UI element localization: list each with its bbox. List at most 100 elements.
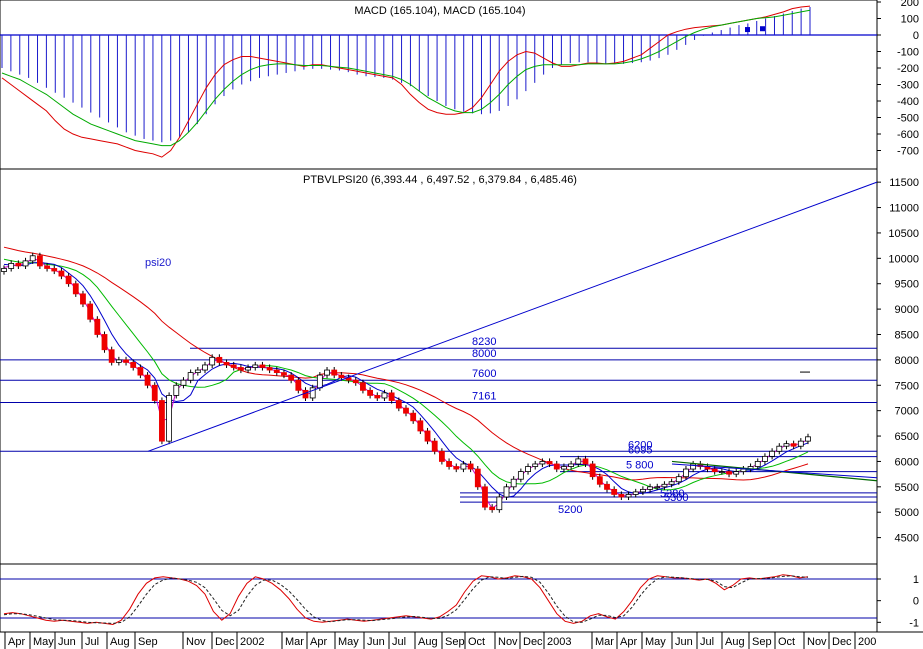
- macd-y-tick-label: -600: [897, 129, 919, 141]
- candle-body: [539, 461, 546, 465]
- x-tick-label: 2002: [240, 636, 264, 648]
- candle-body: [266, 367, 273, 371]
- candle-body: [604, 483, 610, 490]
- price-y-tick-label: 11500: [889, 177, 919, 189]
- level-label-5300: 5300: [664, 492, 688, 504]
- candle-body: [360, 382, 366, 391]
- price-y-tick-label: 9500: [895, 279, 919, 291]
- macd-y-tick-label: 200: [901, 0, 919, 9]
- x-tick-label: Dec: [523, 636, 543, 648]
- macd-layer: [0, 5, 877, 158]
- candle-body: [395, 400, 402, 409]
- x-tick-label: Jul: [392, 636, 406, 648]
- candle-body: [151, 384, 158, 401]
- candle-body: [352, 379, 359, 384]
- level-label-5200: 5200: [558, 504, 582, 516]
- oscillator-layer: [0, 574, 877, 626]
- candle-body: [273, 369, 280, 373]
- candle-body: [683, 468, 689, 478]
- candle-body: [223, 362, 230, 366]
- candle-body: [44, 265, 50, 269]
- candle-body: [331, 369, 338, 376]
- candle-body: [22, 260, 29, 267]
- x-tick-label: Nov: [498, 636, 518, 648]
- x-tick-label: Sep: [138, 636, 158, 648]
- macd-title: MACD (165.104), MACD (165.104): [354, 5, 525, 17]
- candle-body: [661, 483, 668, 488]
- candle-body: [474, 468, 481, 488]
- candle-body: [647, 486, 653, 490]
- candle-body: [561, 466, 567, 470]
- x-tick-label: Sep: [445, 636, 465, 648]
- x-tick-label: Dec: [215, 636, 235, 648]
- candle-body: [324, 369, 330, 376]
- macd-series-line-2: [1, 9, 811, 147]
- x-tick-label: Nov: [807, 636, 827, 648]
- candle-body: [338, 374, 345, 379]
- candle-body: [568, 463, 575, 467]
- macd-signal-marker: [745, 27, 750, 33]
- candle-body: [245, 367, 251, 371]
- candle-body: [187, 372, 194, 381]
- macd-y-tick-label: -100: [897, 47, 919, 59]
- candle-body: [230, 364, 237, 368]
- macd-y-tick-label: -400: [897, 96, 919, 108]
- candle-body: [790, 443, 797, 447]
- price-y-tick-label: 11000: [889, 203, 919, 215]
- price-panel-frame: [0, 168, 878, 565]
- x-tick-label: May: [338, 636, 359, 648]
- candle-body: [489, 506, 496, 511]
- candle-body: [718, 471, 725, 473]
- candle-body: [589, 463, 596, 478]
- axis-layer: 200 100 0 -100 -200 -300 -400 -500 -600 -700 11500…: [4, 0, 919, 649]
- oscillator-y-tick-label: 0: [913, 596, 919, 608]
- x-tick-label: May: [645, 636, 666, 648]
- candle-body: [431, 440, 438, 452]
- candle-body: [403, 407, 409, 414]
- x-tick-label: Jun: [367, 636, 385, 648]
- candle-body: [29, 255, 36, 262]
- candle-body: [309, 387, 316, 399]
- candle-body: [80, 293, 86, 305]
- price-y-tick-label: 8000: [895, 355, 919, 367]
- trend-line-up: [147, 181, 878, 452]
- macd-panel-frame: [0, 0, 878, 170]
- level-label-7161: 7161: [472, 390, 496, 402]
- candle-body: [582, 458, 589, 465]
- price-y-tick-label: 5000: [895, 507, 919, 519]
- candle-body: [202, 364, 208, 371]
- level-label-6200: 6200: [628, 439, 652, 451]
- candle-body: [467, 463, 474, 470]
- macd-y-tick-label: -200: [897, 63, 919, 75]
- x-tick-label: Apr: [620, 636, 637, 648]
- candle-body: [453, 466, 460, 470]
- candle-body: [726, 471, 732, 475]
- price-y-tick-label: 8500: [895, 329, 919, 341]
- candle-body: [159, 400, 165, 442]
- candle-body: [209, 356, 216, 366]
- candle-body: [252, 364, 259, 368]
- candle-body: [553, 463, 560, 470]
- candle-body: [668, 481, 675, 485]
- price-y-tick-label: 7000: [895, 406, 919, 418]
- macd-series-line-1: [1, 5, 811, 158]
- candle-body: [295, 379, 302, 391]
- candle-body: [36, 255, 43, 267]
- oscillator-y-tick-label: 1: [913, 574, 919, 586]
- candle-body: [503, 486, 510, 498]
- candle-body: [166, 395, 173, 442]
- candle-body: [496, 496, 503, 511]
- x-tick-label: Jun: [675, 636, 693, 648]
- candle-body: [8, 263, 15, 269]
- x-tick-label: Aug: [418, 636, 438, 648]
- candle-body: [94, 318, 101, 335]
- x-tick-label: Oct: [468, 636, 485, 648]
- candle-body: [15, 263, 22, 267]
- candle-body: [596, 476, 603, 485]
- level-label-8000: 8000: [472, 348, 496, 360]
- price-y-tick-label: 7500: [895, 380, 919, 392]
- candle-body: [216, 356, 223, 363]
- ma-short-line: [3, 261, 809, 499]
